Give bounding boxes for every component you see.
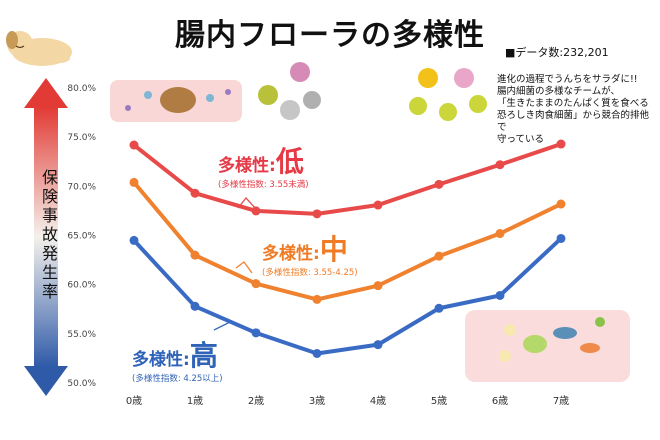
chart-title: 腸内フローラの多様性 [175, 18, 485, 53]
data-point-mid [251, 279, 261, 289]
series-label-mid-sub: (多様性指数: 3.55-4.25) [262, 268, 358, 278]
sleeping-dog-illustration [6, 31, 72, 66]
series-label-high: 多様性:高 (多様性指数: 4.25以上) [132, 334, 223, 384]
data-point-mid [190, 250, 200, 260]
data-point-high [373, 340, 383, 350]
y-tick-label: 50.0% [67, 379, 96, 389]
data-point-mid [373, 281, 383, 291]
chart-series [129, 139, 566, 358]
series-line-low [132, 142, 562, 216]
leader-line-high [213, 321, 249, 331]
risk-gradient-arrow [24, 78, 68, 396]
x-tick-label: 3歳 [309, 395, 325, 407]
series-label-high-prefix: 多様性: [132, 350, 190, 370]
data-point-low [495, 160, 505, 170]
x-tick-label: 2歳 [248, 395, 264, 407]
data-point-mid [556, 199, 566, 209]
series-label-mid: 多様性:中 (多様性指数: 3.55-4.25) [262, 228, 358, 278]
annotation-note: 進化の過程でうんちをサラダに!! 腸内細菌の多様なチームが、 「生きたままのたん… [497, 74, 650, 145]
data-point-high [251, 328, 261, 338]
series-label-low-char: 低 [275, 145, 304, 178]
series-label-low-sub: (多様性指数: 3.55未満) [218, 180, 309, 190]
data-point-low [190, 188, 200, 198]
chart-axes: 50.0% 55.0% 60.0% 65.0% 70.0% 75.0% 80.0% 0歳 1歳 2… [67, 84, 569, 407]
x-tick-label: 4歳 [370, 395, 386, 407]
y-tick-label: 70.0% [67, 182, 96, 192]
data-point-low [434, 179, 444, 189]
series-line-high [132, 236, 563, 356]
y-axis-label: 保険事故発生率 [41, 168, 58, 301]
data-point-high [312, 349, 322, 358]
x-tick-label: 5歳 [431, 395, 447, 407]
series-label-high-char: 高 [189, 339, 218, 372]
series-label-mid-prefix: 多様性: [262, 244, 320, 264]
x-tick-label: 1歳 [187, 395, 203, 407]
data-point-low [251, 206, 261, 216]
data-point-high [129, 235, 139, 245]
data-point-mid [495, 229, 505, 239]
series-label-high-sub: (多様性指数: 4.25以上) [132, 374, 223, 384]
bacteria-team-illustration [409, 68, 487, 121]
leader-line-low [237, 196, 257, 210]
series-label-low: 多様性:低 (多様性指数: 3.55未満) [218, 140, 309, 190]
data-point-high [190, 301, 200, 311]
intestine-illustration-top [110, 80, 242, 122]
x-tick-label: 0歳 [126, 395, 142, 407]
series-line-mid [132, 181, 562, 302]
x-tick-label: 7歳 [553, 395, 569, 407]
series-label-mid-char: 中 [319, 233, 348, 266]
x-tick-label: 6歳 [492, 395, 508, 407]
data-point-low [312, 209, 322, 219]
y-tick-label: 80.0% [67, 84, 96, 94]
data-point-mid [312, 294, 322, 304]
series-label-low-prefix: 多様性: [218, 156, 276, 176]
data-point-low [556, 139, 566, 149]
y-tick-label: 65.0% [67, 232, 96, 242]
data-point-high [556, 233, 566, 243]
data-point-low [129, 140, 139, 150]
data-point-high [434, 303, 444, 313]
intestine-food-illustration [465, 310, 630, 382]
data-count: ■データ数:232,201 [505, 46, 609, 59]
data-point-mid [434, 251, 444, 261]
data-point-mid [129, 177, 139, 187]
data-point-high [495, 290, 505, 300]
data-point-low [373, 200, 383, 210]
y-tick-label: 75.0% [67, 133, 96, 143]
y-tick-label: 55.0% [67, 330, 96, 340]
y-tick-label: 60.0% [67, 281, 96, 291]
bacteria-illustration-top [258, 62, 321, 120]
leader-line-mid [235, 261, 253, 274]
